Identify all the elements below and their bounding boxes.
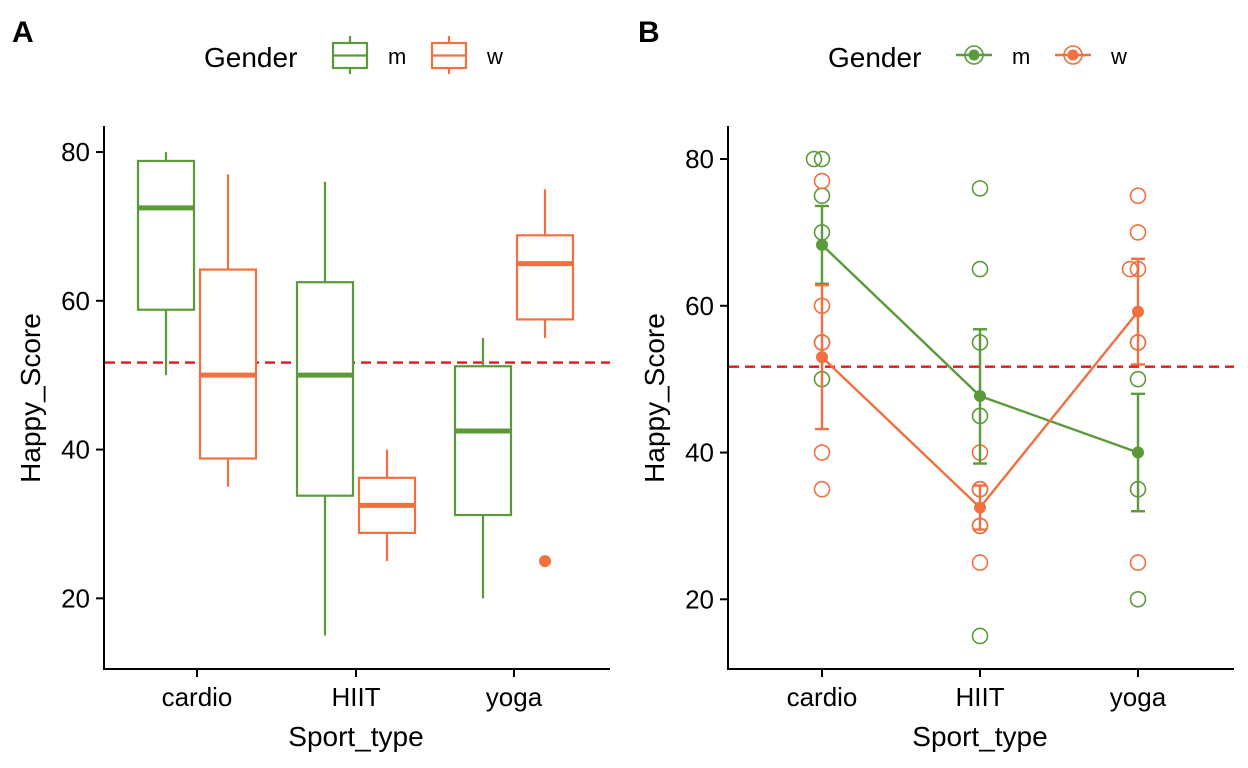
b-point-m-cardio-1 xyxy=(805,150,823,168)
a-x-tick-label-cardio: cardio xyxy=(162,682,233,712)
b-point-m-yoga-3 xyxy=(1129,590,1147,608)
b-x-tick-label-cardio: cardio xyxy=(787,682,858,712)
b-y-tick-label-60: 60 xyxy=(685,291,714,321)
a-box-w-yoga-iqr xyxy=(515,234,575,321)
panel-b-y-ticks: 20 40 60 80 xyxy=(685,144,728,614)
panel-a-legend-title: Gender xyxy=(204,42,297,73)
panel-a-boxes xyxy=(136,152,575,636)
a-box-m-cardio-iqr xyxy=(136,159,196,311)
panel-b-legend-title: Gender xyxy=(828,42,921,73)
a-box-w-yoga-outlier-0 xyxy=(539,555,551,568)
b-legend-key-w-dot xyxy=(1067,49,1079,61)
a-y-tick-label-20: 20 xyxy=(61,583,90,613)
a-box-m-HIIT-iqr xyxy=(295,281,355,497)
panel-a-legend-label-m: m xyxy=(388,44,406,69)
panel-a: A Gender m w 20 40 60 80 cardio HIIT yoga Spo… xyxy=(12,16,610,752)
panel-b: B Gender m w 20 40 60 80 cardio HIIT yoga Spo… xyxy=(638,16,1234,752)
panel-b-x-ticks: cardio HIIT yoga xyxy=(787,669,1167,712)
b-point-w-yoga-0 xyxy=(1129,187,1147,205)
panel-b-legend-key-m xyxy=(956,45,992,65)
panel-b-plot xyxy=(805,150,1147,645)
a-x-tick-label-yoga: yoga xyxy=(486,682,543,712)
b-point-w-HIIT-3 xyxy=(971,554,989,571)
panel-b-legend: Gender m w xyxy=(828,42,1127,73)
panel-a-legend: Gender m w xyxy=(204,36,503,74)
b-m-HIIT-mean-point xyxy=(974,390,986,403)
a-box-m-yoga-iqr xyxy=(453,365,513,517)
panel-a-x-ticks: cardio HIIT yoga xyxy=(162,669,543,712)
panel-b-legend-label-w: w xyxy=(1110,44,1127,69)
b-point-w-cardio-0 xyxy=(813,172,831,190)
b-y-tick-label-80: 80 xyxy=(685,144,714,174)
b-m-yoga-mean-point xyxy=(1132,446,1144,459)
panel-b-y-title: Happy_Score xyxy=(639,313,670,483)
panel-a-legend-key-w xyxy=(430,36,468,74)
panel-b-tag: B xyxy=(638,16,660,49)
b-y-tick-label-20: 20 xyxy=(685,584,714,614)
b-point-m-HIIT-0 xyxy=(971,180,989,197)
b-point-w-yoga-5 xyxy=(1129,554,1147,571)
b-point-m-cardio-2 xyxy=(813,187,831,205)
panel-a-x-title: Sport_type xyxy=(288,721,423,752)
b-point-m-HIIT-6 xyxy=(971,627,989,645)
b-point-m-HIIT-1 xyxy=(971,260,989,278)
panel-b-legend-label-m: m xyxy=(1012,44,1030,69)
b-x-tick-label-HIIT: HIIT xyxy=(955,682,1004,712)
panel-a-y-ticks: 20 40 60 80 xyxy=(61,137,104,613)
b-y-tick-label-40: 40 xyxy=(685,438,714,468)
panel-b-x-title: Sport_type xyxy=(912,721,1047,752)
b-point-m-yoga-1 xyxy=(1129,370,1147,388)
panel-b-legend-key-w xyxy=(1055,45,1091,65)
b-m-cardio-mean-point xyxy=(816,238,828,251)
panel-a-y-title: Happy_Score xyxy=(15,313,46,483)
b-point-w-yoga-1 xyxy=(1129,224,1147,241)
b-w-HIIT-mean-point xyxy=(974,501,986,514)
b-point-w-cardio-4 xyxy=(813,480,831,498)
b-legend-key-m-ring xyxy=(964,45,984,65)
panel-a-tag: A xyxy=(12,16,34,49)
panel-a-legend-key-m xyxy=(331,36,369,74)
panel-a-legend-label-w: w xyxy=(486,44,503,69)
b-point-m-cardio-0 xyxy=(813,150,831,168)
b-point-w-cardio-3 xyxy=(813,444,831,461)
a-y-tick-label-80: 80 xyxy=(61,137,90,167)
b-w-yoga-mean-point xyxy=(1132,305,1144,318)
a-y-tick-label-40: 40 xyxy=(61,435,90,465)
a-box-w-cardio-iqr xyxy=(198,268,258,460)
b-legend-key-w-ring xyxy=(1063,45,1083,65)
b-x-tick-label-yoga: yoga xyxy=(1110,682,1167,712)
a-x-tick-label-HIIT: HIIT xyxy=(331,682,380,712)
a-y-tick-label-60: 60 xyxy=(61,286,90,316)
b-legend-key-m-dot xyxy=(968,49,980,61)
b-w-cardio-mean-point xyxy=(816,351,828,364)
